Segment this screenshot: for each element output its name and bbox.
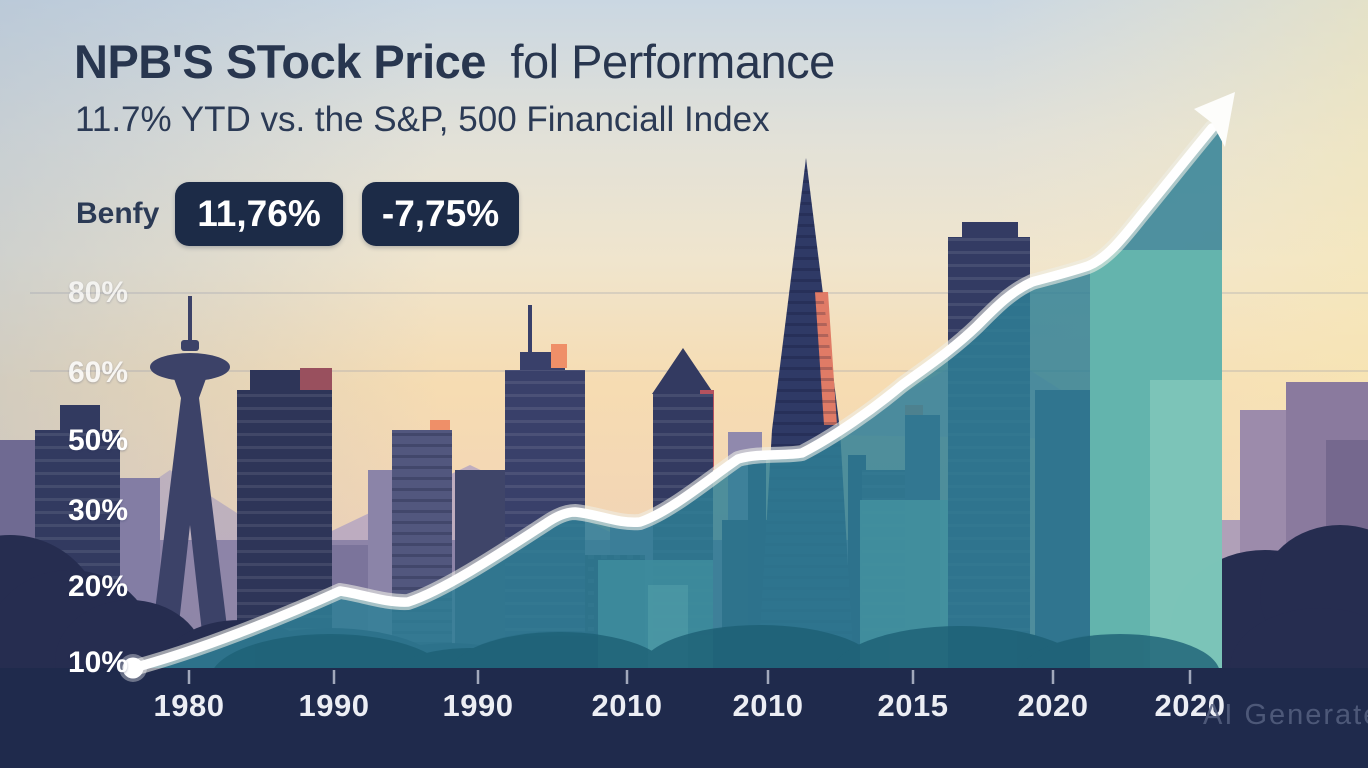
- ai-generated-watermark: AI Generated: [1203, 699, 1368, 731]
- x-axis-label-4: 2010: [591, 688, 663, 723]
- page-title-strong: NPB'S STock Price: [74, 35, 486, 88]
- chart-line: [125, 120, 1220, 676]
- y-axis-label-20: 20%: [67, 570, 128, 603]
- x-axis-label-7: 2020: [1017, 688, 1089, 723]
- y-axis-label-60: 60%: [67, 356, 128, 389]
- x-axis-label-5: 2010: [732, 688, 804, 723]
- kpi-badge-secondary-value: -7,75%: [381, 193, 500, 234]
- y-axis-label-50: 50%: [67, 424, 128, 457]
- x-axis-label-2: 1990: [298, 688, 370, 723]
- x-axis-label-3: 1990: [442, 688, 514, 723]
- page-subtitle: 11.7% YTD vs. the S&P, 500 Financiall In…: [75, 100, 770, 139]
- axis-band: [0, 668, 1368, 768]
- y-axis-label-10: 10%: [67, 646, 128, 679]
- x-axis-label-8: 2020: [1154, 688, 1226, 723]
- y-axis-label-80: 80%: [67, 276, 128, 309]
- line-start-dot: [122, 657, 144, 679]
- arrow-up-icon: [1194, 92, 1235, 147]
- page-title-light: fol Performance: [510, 35, 835, 88]
- kpi-badge-secondary: -7,75%: [362, 182, 519, 246]
- x-axis-label-1: 1980: [153, 688, 225, 723]
- kpi-badge-primary: 11,76%: [175, 182, 343, 246]
- x-axis-ticks: [187, 670, 1192, 684]
- x-axis-label-6: 2015: [877, 688, 949, 723]
- y-axis-label-30: 30%: [67, 494, 128, 527]
- kpi-badge-primary-value: 11,76%: [197, 193, 321, 234]
- page-title: NPB'S STock Price fol Performance: [74, 34, 835, 89]
- kpi-label: Benfy: [76, 197, 160, 230]
- space-needle: [148, 296, 232, 668]
- chart-area: [133, 116, 1222, 668]
